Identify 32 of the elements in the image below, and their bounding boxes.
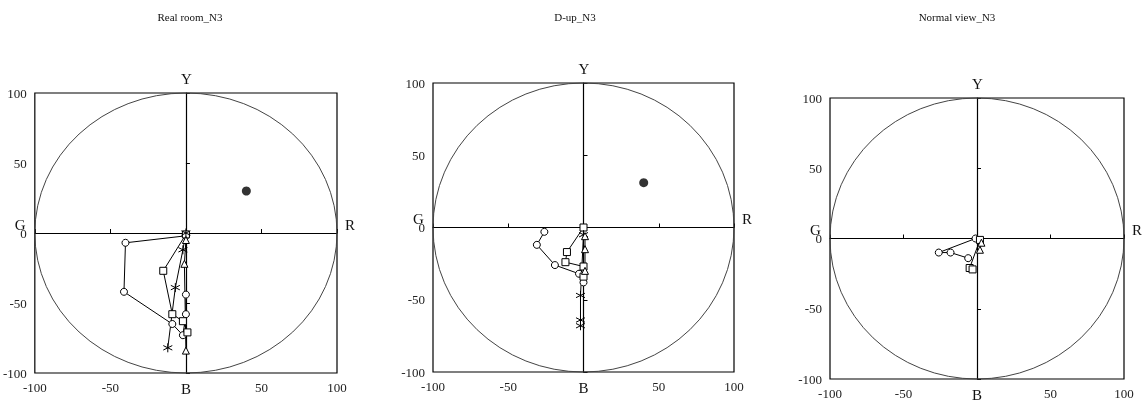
text: Y (972, 75, 983, 92)
chart-title: Normal view_N3 (918, 10, 996, 23)
y-tick-label: -50 (804, 301, 822, 317)
text: B (180, 380, 191, 397)
x-tick-label: -50 (499, 379, 517, 394)
chart-title: Real room_N3 (157, 10, 224, 23)
y-tick-label: -100 (401, 364, 425, 380)
text: B (578, 379, 589, 396)
y-tick-label: 50 (412, 147, 425, 163)
text: R (345, 216, 356, 233)
x-tick-label: 50 (1044, 386, 1057, 401)
text: Y (578, 60, 590, 77)
text: R (742, 211, 753, 227)
chart-title: D-up_N3 (554, 10, 597, 23)
y-tick-label: -50 (407, 292, 425, 308)
y-tick-label: 100 (802, 90, 822, 106)
text: B (972, 386, 983, 403)
y-tick-label: -100 (2, 365, 27, 381)
y-tick-label: 50 (13, 155, 27, 171)
y-tick-label: -50 (9, 295, 27, 311)
text: R (1132, 222, 1143, 238)
y-tick-label: 100 (405, 75, 425, 91)
y-tick-label: 100 (7, 85, 27, 101)
y-tick-label: 50 (809, 160, 822, 176)
x-tick-label: 50 (652, 379, 666, 394)
x-tick-label: 50 (254, 380, 268, 395)
x-tick-label: 100 (1114, 386, 1134, 401)
x-tick-label: 100 (724, 379, 744, 394)
x-tick-label: 100 (327, 380, 347, 395)
x-tick-label: -50 (894, 386, 913, 401)
text: Y (180, 70, 192, 87)
x-tick-label: -50 (101, 380, 120, 395)
